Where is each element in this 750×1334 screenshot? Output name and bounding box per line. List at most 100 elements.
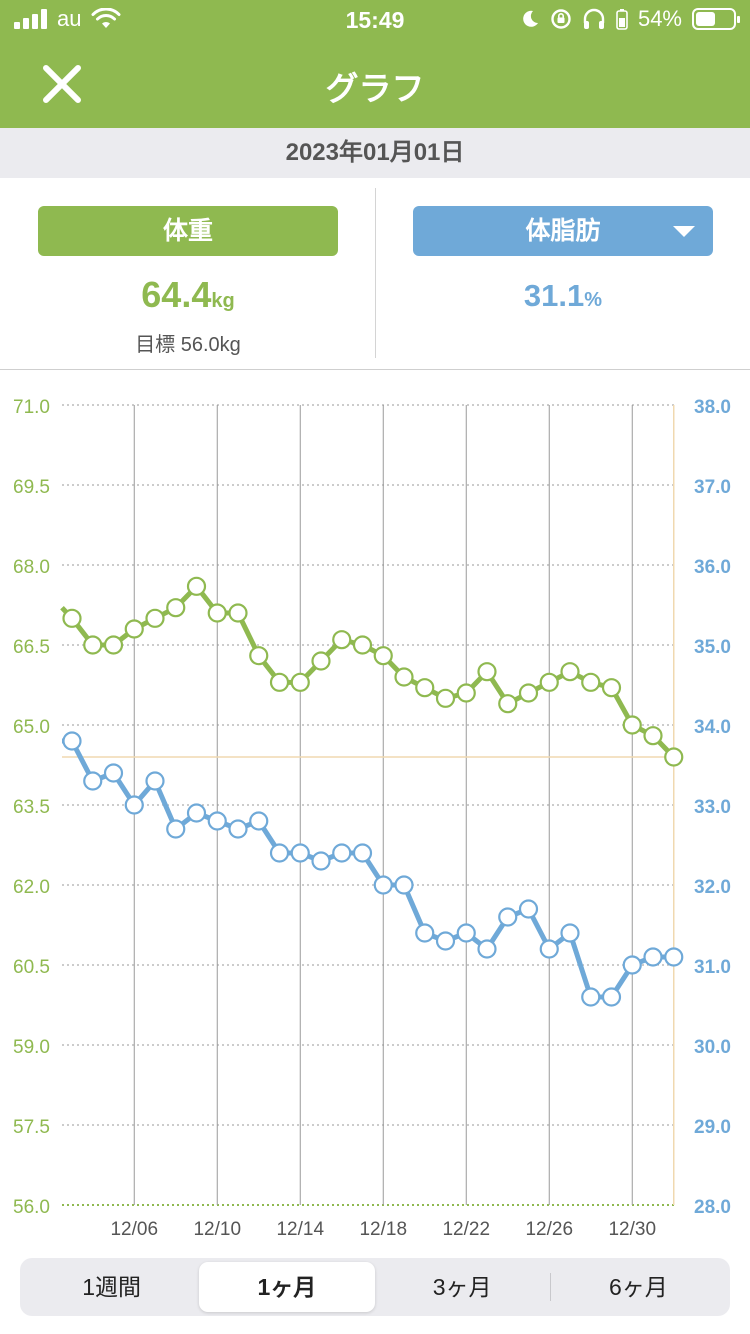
segment-3-months[interactable]: 3ヶ月 bbox=[375, 1262, 550, 1312]
right-axis-tick-label: 35.0 bbox=[694, 637, 731, 658]
weight-point bbox=[103, 635, 124, 655]
nav-bar: グラフ bbox=[0, 40, 750, 128]
weight-button[interactable]: 体重 bbox=[38, 206, 338, 256]
body-fat-point bbox=[249, 811, 269, 831]
left-axis-tick-label: 59.0 bbox=[13, 1037, 50, 1058]
weight-button-label: 体重 bbox=[162, 217, 213, 245]
left-axis-tick-label: 68.0 bbox=[13, 557, 50, 578]
chevron-down-icon bbox=[673, 226, 695, 237]
wifi-icon bbox=[91, 8, 121, 28]
weight-point bbox=[601, 678, 622, 698]
body-fat-point bbox=[560, 923, 580, 943]
weight-point bbox=[207, 603, 227, 623]
body-fat-point bbox=[124, 795, 144, 815]
left-axis-tick-label: 66.5 bbox=[13, 637, 50, 658]
x-axis-tick-label: 12/18 bbox=[359, 1219, 407, 1240]
weight-number: 64.4 bbox=[141, 274, 212, 315]
weight-goal: 目標 56.0kg bbox=[135, 334, 241, 356]
body-fat-point bbox=[145, 771, 165, 791]
x-axis-tick-label: 12/06 bbox=[110, 1219, 158, 1240]
weight-value: 64.4kg bbox=[38, 274, 338, 316]
left-axis-tick-label: 56.0 bbox=[13, 1197, 50, 1218]
segment-label: 1週間 bbox=[82, 1274, 142, 1300]
x-axis-tick-label: 12/22 bbox=[442, 1219, 490, 1240]
weight-point bbox=[539, 672, 559, 692]
segment-label: 6ヶ月 bbox=[608, 1274, 668, 1300]
battery-icon bbox=[692, 8, 740, 30]
right-axis-tick-label: 29.0 bbox=[694, 1117, 731, 1138]
weight-point bbox=[249, 646, 269, 666]
body-fat-point bbox=[352, 843, 373, 863]
body-fat-point bbox=[643, 947, 663, 967]
weight-point bbox=[228, 603, 248, 623]
x-axis-tick-label: 12/30 bbox=[608, 1219, 656, 1240]
body-fat-button-label: 体脂肪 bbox=[525, 217, 601, 245]
body-fat-point bbox=[477, 939, 497, 959]
right-axis-tick-label: 34.0 bbox=[694, 717, 731, 738]
right-axis-tick-label: 37.0 bbox=[694, 477, 731, 498]
weight-point bbox=[581, 672, 601, 692]
segment-1-month[interactable]: 1ヶ月 bbox=[199, 1262, 375, 1312]
weight-point bbox=[332, 630, 352, 650]
segment-6-months[interactable]: 6ヶ月 bbox=[551, 1262, 726, 1312]
body-fat-unit: % bbox=[584, 289, 603, 311]
close-icon[interactable] bbox=[40, 62, 84, 106]
segment-label: 3ヶ月 bbox=[432, 1274, 492, 1300]
body-fat-point bbox=[435, 931, 456, 951]
left-axis-tick-label: 57.5 bbox=[13, 1117, 50, 1138]
weight-point bbox=[622, 715, 642, 735]
weight-point bbox=[124, 619, 144, 639]
weight-point bbox=[352, 635, 373, 655]
body-fat-point bbox=[290, 843, 310, 863]
body-fat-point bbox=[332, 843, 352, 863]
chart-svg: 71.0 69.5 68.0 66.5 65.0 63.5 62.0 60.5 59.0 57.5… bbox=[13, 397, 731, 1240]
body-fat-point bbox=[664, 947, 684, 967]
x-axis-tick-label: 12/10 bbox=[193, 1219, 241, 1240]
weight-point bbox=[560, 662, 580, 682]
body-fat-point bbox=[498, 907, 518, 927]
battery-fill bbox=[696, 12, 716, 26]
date-label: 2023年01月01日 bbox=[0, 128, 750, 178]
body-fat-point bbox=[518, 899, 539, 919]
body-fat-value: 31.1% bbox=[413, 278, 713, 314]
body-fat-point bbox=[601, 987, 622, 1007]
weight-point bbox=[373, 646, 393, 666]
body-fat-point bbox=[581, 987, 601, 1007]
right-axis-tick-label: 31.0 bbox=[694, 957, 731, 978]
weight-point bbox=[415, 678, 435, 698]
segment-divider bbox=[549, 1273, 551, 1301]
segment-1-week[interactable]: 1週間 bbox=[24, 1262, 199, 1312]
body-fat-number: 31.1 bbox=[523, 278, 585, 313]
metrics-panel: 体重 64.4kg 目標 56.0kg 体脂肪 31.1% bbox=[0, 178, 750, 370]
right-axis-tick-label: 33.0 bbox=[694, 797, 731, 818]
body-fat-point bbox=[622, 955, 642, 975]
weight-point bbox=[83, 635, 103, 655]
weight-point bbox=[456, 683, 476, 703]
battery-charging-icon bbox=[616, 9, 628, 30]
weight-point bbox=[394, 667, 414, 687]
weight-point bbox=[269, 672, 290, 692]
signal-icon bbox=[14, 9, 47, 29]
weight-point bbox=[62, 608, 82, 628]
body-fat-point bbox=[415, 923, 435, 943]
body-fat-point bbox=[228, 819, 248, 839]
body-fat-point bbox=[186, 803, 207, 823]
carrier-label: au bbox=[57, 6, 82, 31]
weight-point bbox=[166, 598, 186, 618]
body-fat-point bbox=[207, 811, 227, 831]
body-fat-point bbox=[166, 819, 186, 839]
weight-point bbox=[518, 683, 539, 703]
body-fat-dropdown[interactable]: 体脂肪 bbox=[413, 206, 713, 256]
weight-unit: kg bbox=[211, 290, 235, 312]
body-fat-point bbox=[456, 923, 476, 943]
left-axis-tick-label: 69.5 bbox=[13, 477, 50, 498]
left-axis-tick-label: 65.0 bbox=[13, 717, 50, 738]
status-time: 15:49 bbox=[345, 7, 405, 33]
body-fat-point bbox=[373, 875, 393, 895]
moon-icon bbox=[523, 10, 538, 27]
status-left: au bbox=[14, 6, 121, 32]
weight-fat-chart[interactable]: 71.0 69.5 68.0 66.5 65.0 63.5 62.0 60.5 59.0 57.5… bbox=[0, 370, 750, 1250]
right-axis-tick-label: 36.0 bbox=[694, 557, 731, 578]
right-axis-tick-label: 30.0 bbox=[694, 1037, 731, 1058]
weight-point bbox=[435, 688, 456, 708]
